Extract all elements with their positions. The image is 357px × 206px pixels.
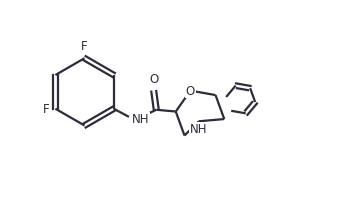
Text: F: F <box>81 40 88 53</box>
Text: NH: NH <box>132 113 150 125</box>
Text: NH: NH <box>190 123 207 136</box>
Text: F: F <box>43 103 49 116</box>
Text: O: O <box>149 73 159 86</box>
Text: O: O <box>186 85 195 98</box>
